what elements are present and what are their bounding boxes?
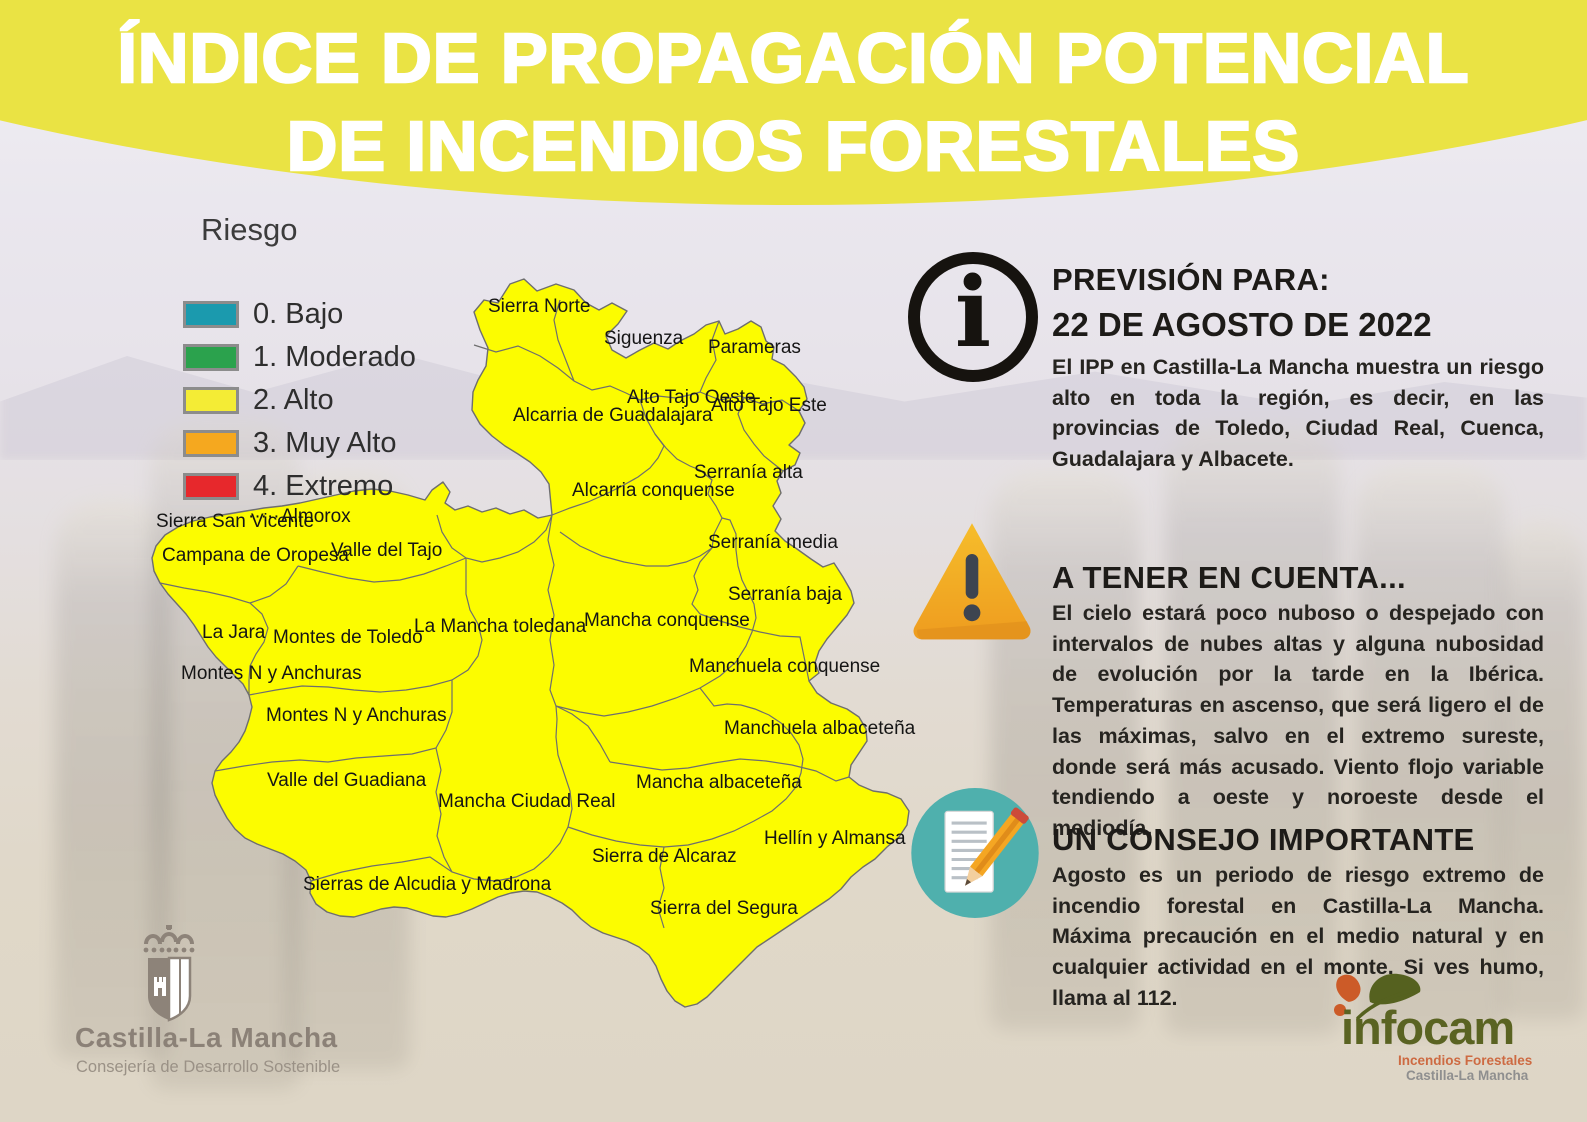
- page-title-line2: DE INCENDIOS FORESTALES: [286, 106, 1301, 187]
- legend-color-swatch: [183, 386, 239, 414]
- background-figure: [1500, 520, 1585, 1020]
- legend-color-swatch: [183, 343, 239, 371]
- legend-item-label: 2. Alto: [253, 383, 334, 416]
- legend-item: 0. Bajo: [183, 296, 416, 332]
- advice-title: UN CONSEJO IMPORTANTE: [1052, 822, 1475, 857]
- legend-item: 1. Moderado: [183, 339, 416, 375]
- legend-item: 2. Alto: [183, 382, 416, 418]
- cam-logo-name: Castilla-La Mancha: [75, 1022, 338, 1053]
- legend-title: Riesgo: [201, 212, 298, 247]
- advice-body: Agosto es un periodo de riesgo extremo d…: [1052, 863, 1544, 1010]
- legend-items: 0. Bajo 1. Moderado 2. Alto 3. Muy Alto …: [183, 296, 416, 504]
- background-figure: [990, 470, 1140, 1030]
- forecast-body: El IPP en Castilla-La Mancha muestra un …: [1052, 355, 1544, 472]
- page-title-line1: ÍNDICE DE PROPAGACIÓN POTENCIAL: [116, 18, 1470, 99]
- infocam-logo-name: infocam: [1341, 1001, 1515, 1054]
- info-icon: i: [908, 252, 1038, 382]
- info-icon-glyph: i: [954, 256, 992, 369]
- legend-color-swatch: [183, 300, 239, 328]
- legend-item-label: 3. Muy Alto: [253, 426, 397, 459]
- attention-body: El cielo estará poco nuboso o despejado …: [1052, 601, 1544, 841]
- forecast-title: PREVISIÓN PARA:: [1052, 262, 1330, 297]
- legend-color-swatch: [183, 429, 239, 457]
- note-pencil-icon: [911, 788, 1039, 918]
- forecast-date: 22 DE AGOSTO DE 2022: [1052, 306, 1432, 343]
- background-figure: [1165, 425, 1340, 1035]
- page-title: ÍNDICE DE PROPAGACIÓN POTENCIAL DE INCEN…: [0, 14, 1587, 190]
- infocam-logo-line1: Incendios Forestales: [1398, 1053, 1533, 1068]
- infocam-logo-line2: Castilla-La Mancha: [1406, 1068, 1529, 1083]
- legend-item-label: 0. Bajo: [253, 297, 344, 330]
- legend-color-swatch: [183, 472, 239, 500]
- infocam-leaves-icon: [1334, 973, 1421, 1020]
- legend-item-label: 1. Moderado: [253, 340, 416, 373]
- legend-item-label: 4. Extremo: [253, 469, 394, 502]
- comarca-borders: [159, 299, 850, 929]
- attention-title: A TENER EN CUENTA...: [1052, 560, 1406, 595]
- castilla-la-mancha-shield-icon: [143, 925, 195, 1022]
- background-figure: [1355, 465, 1505, 1035]
- legend-item: 3. Muy Alto: [183, 425, 416, 461]
- cam-logo-department: Consejería de Desarrollo Sostenible: [76, 1058, 341, 1076]
- risk-legend: Riesgo 0. Bajo 1. Moderado 2. Alto 3. Mu…: [183, 212, 416, 511]
- legend-item: 4. Extremo: [183, 468, 416, 504]
- warning-icon: [913, 523, 1031, 640]
